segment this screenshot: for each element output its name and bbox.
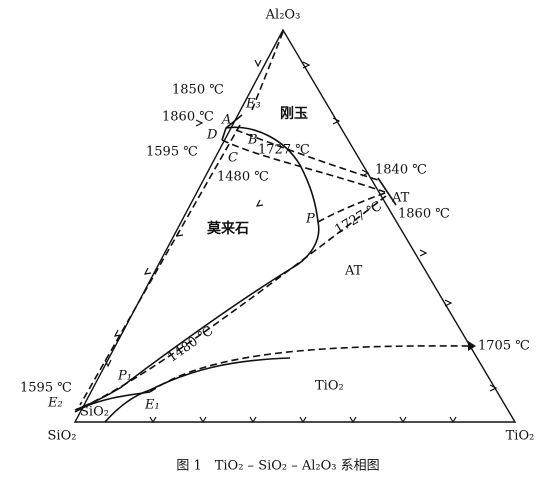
label: 1860 ℃	[398, 207, 450, 222]
label: P₁	[117, 369, 132, 384]
label: D	[206, 128, 218, 143]
boundary-solid	[74, 391, 151, 413]
label: 1860 ℃	[162, 110, 214, 125]
boundary-dashed	[79, 195, 387, 409]
field-label: SiO₂	[80, 405, 109, 420]
boundary-dashed	[317, 191, 389, 223]
label: E₂	[47, 396, 63, 411]
field-label: 刚玉	[280, 106, 308, 122]
label: 1595 ℃	[146, 145, 198, 160]
boundary-dashed	[79, 124, 241, 406]
label: A	[221, 113, 231, 128]
boundary-solid	[104, 357, 291, 423]
label: P	[305, 212, 315, 227]
field-label: AT	[344, 264, 363, 279]
label: E₃	[245, 97, 261, 112]
field-label: TiO₂	[315, 379, 344, 394]
boundary-solid	[225, 126, 319, 223]
label: 1840 ℃	[375, 163, 427, 178]
label: 1727 ℃	[332, 199, 384, 238]
vertex-label: SiO₂	[48, 429, 77, 444]
vertex-label: Al₂O₃	[265, 8, 301, 23]
field-label: 莫来石	[206, 220, 249, 237]
label: C	[228, 151, 238, 166]
label: 1480 ℃	[217, 170, 269, 185]
boundary-solid	[377, 177, 397, 206]
label: 1727 ℃	[258, 143, 310, 158]
boundary-dashed	[251, 31, 284, 111]
boundary-dashed	[235, 129, 379, 181]
label: E₁	[144, 398, 160, 413]
arrow-head	[468, 341, 476, 351]
caption: 图 1 TiO₂ – SiO₂ – Al₂O₃ 系相图	[176, 459, 379, 474]
label: 1480 ℃	[165, 324, 216, 366]
label: 1595 ℃	[20, 381, 72, 396]
boundary-solid	[74, 221, 320, 411]
label: 1850 ℃	[172, 83, 224, 98]
boundary-dashed	[149, 345, 471, 393]
triangle	[73, 28, 517, 423]
edge-arrows	[104, 59, 498, 424]
label: B	[247, 133, 258, 148]
label: 1705 ℃	[478, 339, 530, 354]
vertex-label: TiO₂	[506, 429, 535, 444]
label: AT	[391, 191, 410, 206]
boundary-dashed	[221, 139, 386, 193]
